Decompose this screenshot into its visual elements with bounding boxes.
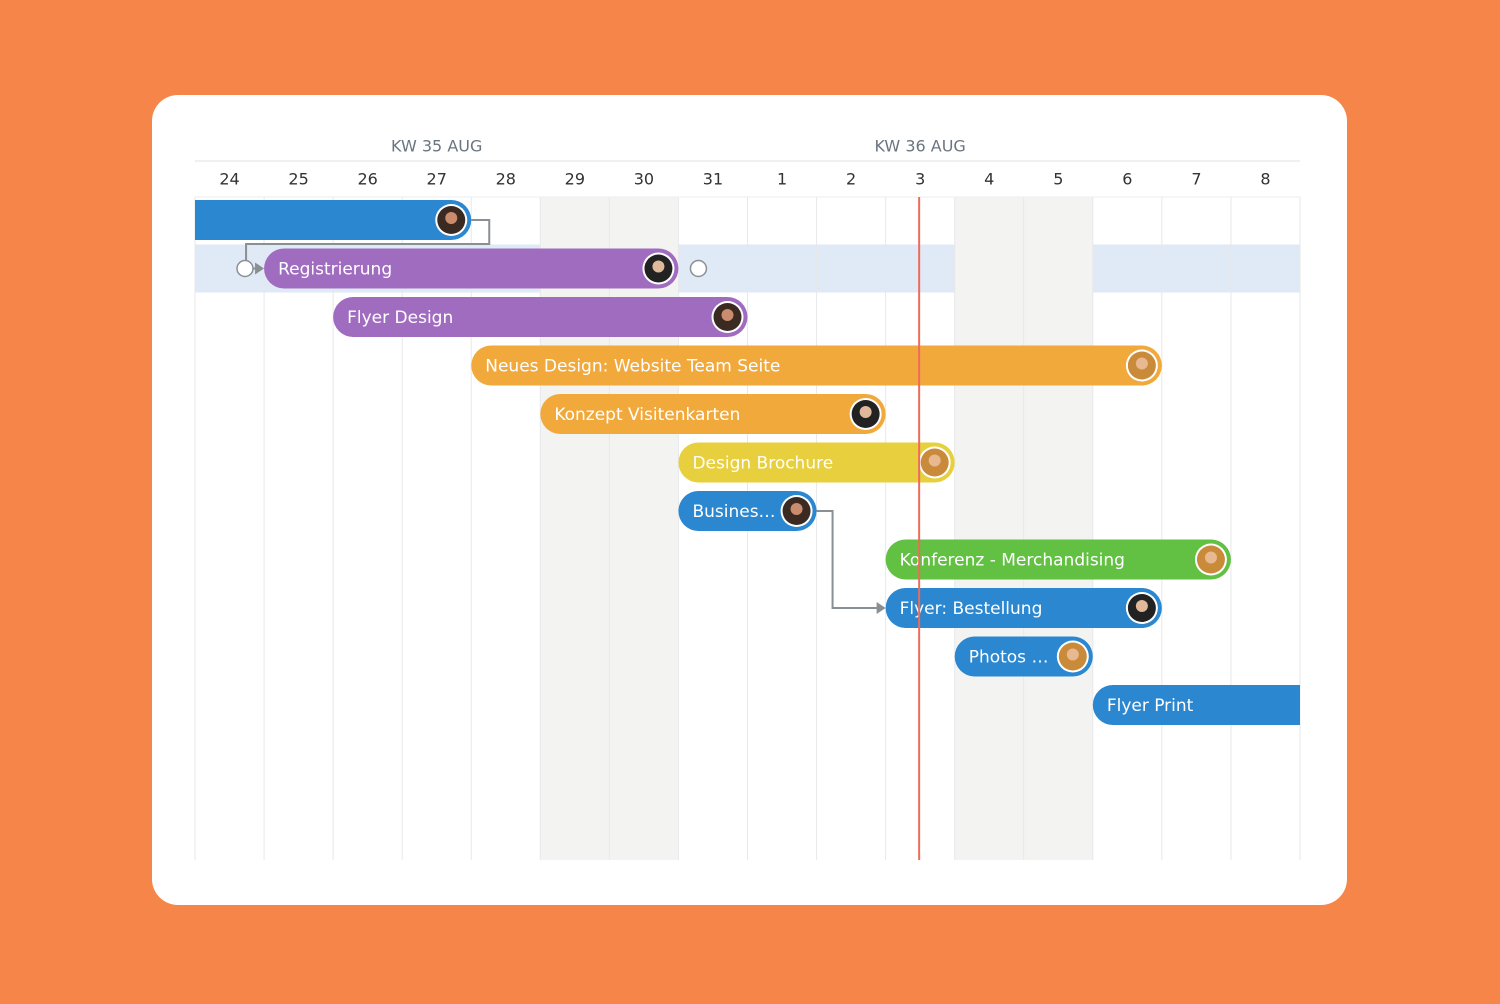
avatar-face — [1135, 357, 1148, 370]
weekend-column — [540, 197, 610, 860]
avatar-face — [1066, 648, 1079, 661]
task-label: Design Brochure — [692, 454, 833, 474]
week-label: KW 36 AUG — [874, 137, 965, 156]
task-bar[interactable] — [678, 442, 955, 483]
task-bar[interactable] — [264, 248, 679, 289]
avatar-face — [445, 212, 458, 224]
task-label: Konferenz - Merchandising — [900, 551, 1125, 571]
avatar-face — [1204, 551, 1217, 564]
task-label: Busines… — [692, 502, 775, 522]
day-label: 28 — [496, 170, 516, 189]
week-label: KW 35 AUG — [391, 137, 482, 156]
task-label: Photos … — [969, 648, 1049, 668]
task-bar[interactable] — [540, 394, 886, 434]
day-label: 2 — [846, 170, 856, 189]
dependency-arrow — [255, 262, 265, 275]
task-label: Flyer: Bestellung — [900, 599, 1043, 619]
avatar-face — [652, 260, 665, 273]
task-bar[interactable] — [333, 297, 748, 337]
day-label: 7 — [1191, 170, 1201, 189]
day-label: 24 — [219, 170, 239, 189]
avatar-face — [859, 406, 872, 418]
day-label: 25 — [288, 170, 308, 189]
weekend-column — [609, 197, 679, 860]
avatar-face — [721, 309, 734, 321]
task-bar[interactable] — [678, 491, 817, 531]
task-label: Flyer Print — [1107, 696, 1194, 716]
task-bar[interactable] — [885, 539, 1231, 580]
task-label: Neues Design: Website Team Seite — [485, 357, 780, 377]
day-label: 30 — [634, 170, 654, 189]
task-label: Flyer Design — [347, 308, 453, 328]
task-bar[interactable] — [885, 588, 1162, 628]
gantt: KW 35 AUG KW 36 AUG 24 25 26 27 28 29 30 31 1 2 3 4 5 6… — [194, 137, 1301, 860]
task-bar[interactable] — [471, 345, 1162, 386]
day-label: 5 — [1053, 170, 1063, 189]
day-label: 27 — [427, 170, 447, 189]
dependency-handle[interactable] — [236, 259, 254, 278]
task-bar[interactable] — [195, 200, 472, 240]
task-bar[interactable] — [954, 636, 1093, 677]
dependency-line — [816, 510, 882, 609]
weekend-column — [954, 197, 1024, 860]
weekend-column — [1023, 197, 1093, 860]
day-label: 26 — [357, 170, 377, 189]
task-label: Konzept Visitenkarten — [554, 405, 740, 425]
day-label: 8 — [1260, 170, 1270, 189]
day-label: 6 — [1122, 170, 1132, 189]
avatar-face — [1135, 600, 1148, 612]
dependency-arrow — [876, 602, 886, 614]
day-label: 29 — [565, 170, 585, 189]
day-label: 3 — [915, 170, 925, 189]
task-label: Registrierung — [278, 260, 392, 280]
avatar-face — [928, 454, 941, 467]
dependency-handle[interactable] — [689, 259, 708, 278]
day-label: 1 — [777, 170, 787, 189]
day-label: 4 — [984, 170, 994, 189]
avatar-face — [790, 503, 803, 515]
task-bar[interactable] — [1092, 685, 1300, 725]
day-label: 31 — [703, 170, 723, 189]
